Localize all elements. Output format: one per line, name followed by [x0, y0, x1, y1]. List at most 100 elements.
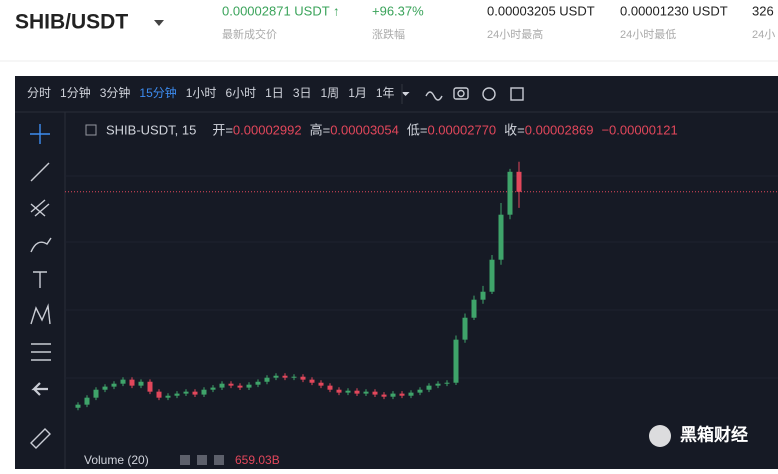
candle-body — [336, 389, 342, 393]
candle-body — [354, 390, 360, 394]
candle-body — [390, 393, 396, 397]
candle-body — [102, 386, 108, 390]
watermark-logo — [649, 425, 671, 447]
settings-icon[interactable] — [482, 87, 496, 101]
candle-body — [480, 291, 486, 300]
candle-body — [264, 377, 270, 382]
stats: 0.00002871 USDT ↑ 最新成交价 +96.37% 涨跌幅 0.000032… — [222, 3, 775, 40]
candle-body — [183, 391, 189, 394]
candle-body — [381, 394, 387, 397]
candle-body — [219, 383, 225, 388]
candle-body — [462, 317, 468, 340]
volume-settings[interactable] — [197, 455, 207, 465]
ohlc-value: 0.00002992 — [233, 122, 302, 137]
interval-button[interactable]: 1年 — [376, 86, 395, 100]
ohlc-value: 0.00002770 — [427, 122, 496, 137]
stat-value: 0.00001230 USDT — [620, 3, 728, 18]
indicator-icon[interactable] — [425, 91, 443, 101]
candle-body — [255, 381, 261, 385]
candle-body — [408, 392, 414, 396]
candle-body — [156, 391, 162, 398]
candle-body — [489, 259, 495, 292]
candle-body — [399, 393, 405, 396]
stat-label: 24小时最高 — [487, 27, 543, 41]
interval-button[interactable]: 15分钟 — [139, 85, 176, 100]
candle-body — [201, 389, 207, 395]
candle-body — [516, 171, 522, 192]
stat-label: 24小 — [752, 28, 775, 41]
interval-dropdown — [401, 92, 410, 96]
stat-value: 0.00003205 USDT — [487, 3, 595, 18]
ohlc-label: 低= — [407, 122, 428, 137]
candle-body — [93, 389, 99, 398]
crosshair-tool[interactable] — [30, 124, 50, 144]
chart-panel — [15, 76, 778, 469]
drawing-tools — [30, 124, 52, 449]
interval-button[interactable]: 1月 — [348, 86, 367, 100]
candle-body — [237, 385, 243, 388]
ohlc-value: 0.00002869 — [525, 122, 594, 137]
candle-body — [507, 171, 513, 215]
chart-legend: SHIB-USDT, 15 开= 0.00002992 高= 0.00003054 低= 0… — [106, 122, 678, 137]
plot — [65, 161, 778, 411]
candle-body — [228, 383, 234, 386]
back-tool[interactable] — [31, 382, 48, 396]
ohlc-value: −0.00000121 — [601, 122, 677, 137]
candle-body — [417, 389, 423, 393]
pair-dropdown[interactable] — [154, 20, 164, 26]
stat-label: 涨跌幅 — [372, 27, 405, 41]
ohlc-label: 开= — [212, 122, 233, 137]
interval-button[interactable]: 6小时 — [225, 86, 256, 100]
interval-button[interactable]: 1周 — [321, 86, 340, 100]
ruler-tool[interactable] — [30, 428, 51, 449]
candle-body — [192, 391, 198, 395]
volume-value: 659.03B — [235, 453, 280, 467]
candle-body — [246, 384, 252, 388]
screenshot-icon[interactable] — [453, 87, 469, 100]
interval-button[interactable]: 分时 — [27, 86, 51, 100]
stat-label: 24小时最低 — [620, 28, 676, 41]
candle-body — [84, 397, 90, 405]
pattern-tool[interactable] — [30, 303, 51, 325]
candle-body — [291, 376, 297, 378]
candle-body — [318, 382, 324, 386]
brush-tool[interactable] — [30, 237, 52, 253]
candle-body — [210, 387, 216, 390]
candle-body — [444, 382, 450, 384]
candle-body — [345, 390, 351, 393]
ohlc-label: 高= — [310, 122, 331, 137]
pair-title[interactable]: SHIB/USDT — [15, 11, 128, 34]
interval-button[interactable]: 1分钟 — [60, 85, 91, 100]
prediction-tool[interactable] — [31, 343, 51, 361]
ohlc-label: 收= — [504, 122, 525, 137]
stat-label: 最新成交价 — [222, 27, 277, 41]
collapse-icon[interactable] — [85, 124, 97, 136]
interval-button[interactable]: 3分钟 — [100, 85, 131, 100]
candle-body — [147, 381, 153, 392]
candle-body — [372, 391, 378, 395]
candle-body — [120, 379, 126, 384]
fullscreen-icon[interactable] — [510, 87, 524, 101]
candle-body — [426, 385, 432, 390]
candle-body — [75, 404, 81, 408]
trendline-tool[interactable] — [30, 162, 50, 182]
candle-body — [327, 385, 333, 390]
interval-button[interactable]: 1日 — [265, 86, 284, 100]
candle-body — [165, 395, 171, 398]
interval-button[interactable]: 1小时 — [186, 86, 217, 100]
volume-label: Volume (20) — [84, 453, 149, 467]
volume-close[interactable] — [214, 455, 224, 465]
volume-eye[interactable] — [180, 455, 190, 465]
fib-tool[interactable] — [30, 199, 50, 217]
candle-body — [309, 379, 315, 383]
watermark: 黑箱财经 — [680, 424, 748, 444]
text-tool[interactable] — [33, 271, 47, 288]
ohlc-value: 0.00003054 — [330, 122, 399, 137]
stat-value: 326 — [752, 3, 774, 18]
interval-button[interactable]: 3日 — [293, 86, 312, 100]
toolbar-icons — [401, 84, 524, 104]
candle-body — [174, 393, 180, 396]
candle-body — [129, 379, 135, 386]
stat-value: 0.00002871 USDT ↑ — [222, 3, 340, 18]
